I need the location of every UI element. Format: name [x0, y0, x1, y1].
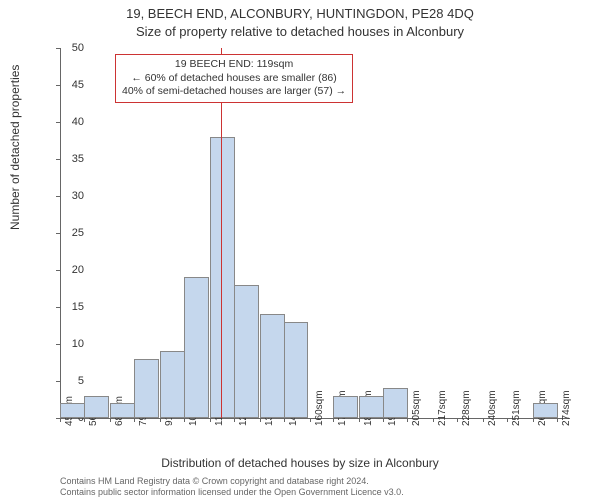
xtick-mark	[160, 418, 161, 422]
histogram-bar	[84, 396, 109, 418]
xtick-mark	[359, 418, 360, 422]
xtick-mark	[433, 418, 434, 422]
ytick-mark	[56, 270, 60, 271]
xtick-mark	[557, 418, 558, 422]
histogram-bar	[383, 388, 408, 418]
ytick-label: 5	[78, 375, 84, 387]
xtick-mark	[84, 418, 85, 422]
xtick-mark	[483, 418, 484, 422]
histogram-bar	[533, 403, 558, 418]
xtick-mark	[507, 418, 508, 422]
xtick-mark	[234, 418, 235, 422]
xtick-label: 160sqm	[314, 390, 325, 426]
x-axis-label: Distribution of detached houses by size …	[0, 456, 600, 470]
xtick-mark	[184, 418, 185, 422]
histogram-bar	[110, 403, 135, 418]
ytick-label: 35	[72, 153, 84, 165]
annotation-line3: 40% of semi-detached houses are larger (…	[122, 85, 346, 99]
ytick-mark	[56, 196, 60, 197]
histogram-bar	[260, 314, 285, 418]
ytick-label: 20	[72, 264, 84, 276]
y-axis-label: Number of detached properties	[8, 65, 22, 230]
xtick-label: 205sqm	[411, 390, 422, 426]
histogram-bar	[160, 351, 185, 418]
xtick-mark	[260, 418, 261, 422]
ytick-label: 45	[72, 79, 84, 91]
annotation-box: 19 BEECH END: 119sqm← 60% of detached ho…	[115, 54, 353, 103]
ytick-label: 50	[72, 42, 84, 54]
ytick-mark	[56, 307, 60, 308]
histogram-bar	[333, 396, 358, 418]
xtick-mark	[383, 418, 384, 422]
ytick-mark	[56, 233, 60, 234]
footer-line2: Contains public sector information licen…	[60, 487, 404, 498]
xtick-mark	[333, 418, 334, 422]
footer-line1: Contains HM Land Registry data © Crown c…	[60, 476, 404, 487]
xtick-label: 217sqm	[437, 390, 448, 426]
property-marker-line	[221, 48, 222, 418]
ytick-mark	[56, 48, 60, 49]
histogram-bar	[184, 277, 209, 418]
ytick-label: 10	[72, 338, 84, 350]
histogram-bar	[210, 137, 235, 418]
y-axis-line	[60, 48, 61, 418]
histogram-bar	[60, 403, 85, 418]
footer-attribution: Contains HM Land Registry data © Crown c…	[60, 476, 404, 498]
histogram-bar	[359, 396, 384, 418]
xtick-mark	[210, 418, 211, 422]
ytick-mark	[56, 122, 60, 123]
xtick-mark	[110, 418, 111, 422]
ytick-label: 40	[72, 116, 84, 128]
ytick-mark	[56, 344, 60, 345]
xtick-mark	[533, 418, 534, 422]
annotation-line2: ← 60% of detached houses are smaller (86…	[122, 72, 346, 86]
xtick-mark	[284, 418, 285, 422]
ytick-label: 30	[72, 190, 84, 202]
xtick-label: 251sqm	[511, 390, 522, 426]
ytick-label: 25	[72, 227, 84, 239]
xtick-label: 274sqm	[561, 390, 572, 426]
histogram-bar	[134, 359, 159, 418]
xtick-mark	[310, 418, 311, 422]
ytick-mark	[56, 381, 60, 382]
annotation-line1: 19 BEECH END: 119sqm	[122, 58, 346, 72]
xtick-mark	[407, 418, 408, 422]
chart-title-line2: Size of property relative to detached ho…	[0, 24, 600, 39]
xtick-label: 228sqm	[461, 390, 472, 426]
xtick-mark	[60, 418, 61, 422]
ytick-mark	[56, 85, 60, 86]
ytick-mark	[56, 159, 60, 160]
xtick-mark	[457, 418, 458, 422]
xtick-label: 240sqm	[487, 390, 498, 426]
ytick-label: 15	[72, 301, 84, 313]
chart-title-line1: 19, BEECH END, ALCONBURY, HUNTINGDON, PE…	[0, 6, 600, 21]
histogram-bar	[284, 322, 309, 418]
xtick-mark	[134, 418, 135, 422]
histogram-bar	[234, 285, 259, 418]
